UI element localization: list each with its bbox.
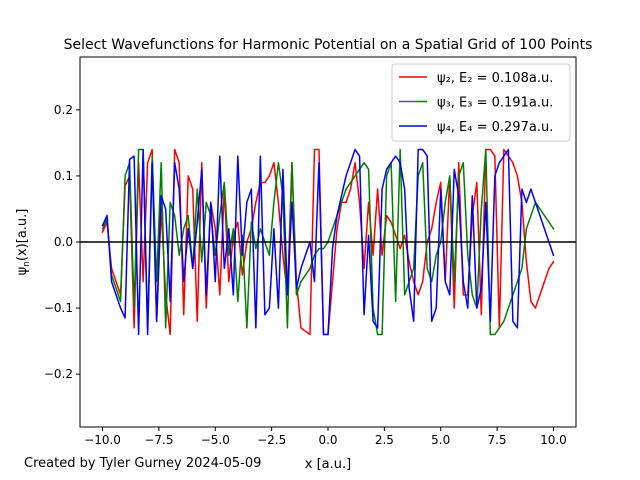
- y-tick-label: 0.2: [54, 103, 73, 117]
- legend-label-2: ψ₂, E₂ = 0.108a.u.: [437, 71, 553, 86]
- y-axis-ticks: −0.2 −0.1 0.0 0.1 0.2: [44, 103, 80, 381]
- legend-label-4: ψ₄, E₄ = 0.297a.u.: [437, 120, 553, 135]
- chart-title: Select Wavefunctions for Harmonic Potent…: [64, 37, 593, 53]
- y-tick-label: −0.2: [44, 367, 73, 381]
- x-axis-label: x [a.u.]: [305, 457, 351, 472]
- x-tick-label: 10.0: [540, 433, 567, 447]
- y-tick-label: 0.1: [54, 169, 73, 183]
- x-tick-label: −5.0: [201, 433, 230, 447]
- legend-box: [391, 63, 571, 142]
- y-tick-label: −0.1: [44, 301, 73, 315]
- footer-credit: Created by Tyler Gurney 2024-05-09: [24, 456, 261, 471]
- plot-area: [79, 56, 577, 428]
- x-axis-ticks: −10.0 −7.5 −5.0 −2.5 0.0 2.5 5.0 7.5 10.0: [84, 427, 567, 447]
- x-tick-label: 7.5: [488, 433, 507, 447]
- x-tick-label: 2.5: [375, 433, 394, 447]
- x-tick-label: −2.5: [257, 433, 286, 447]
- legend-label-3: ψ₃, E₃ = 0.191a.u.: [437, 96, 553, 111]
- x-tick-label: −10.0: [84, 433, 121, 447]
- series-line-4: [101, 148, 555, 336]
- y-tick-label: 0.0: [54, 235, 73, 249]
- x-tick-label: 0.0: [318, 433, 337, 447]
- legend: ψ₂, E₂ = 0.108a.u. ψ₃, E₃ = 0.191a.u. ψ₄, …: [391, 63, 571, 142]
- y-axis-label: ψn(x)[a.u.]: [15, 209, 32, 276]
- x-tick-label: 5.0: [431, 433, 450, 447]
- x-tick-label: −7.5: [144, 433, 173, 447]
